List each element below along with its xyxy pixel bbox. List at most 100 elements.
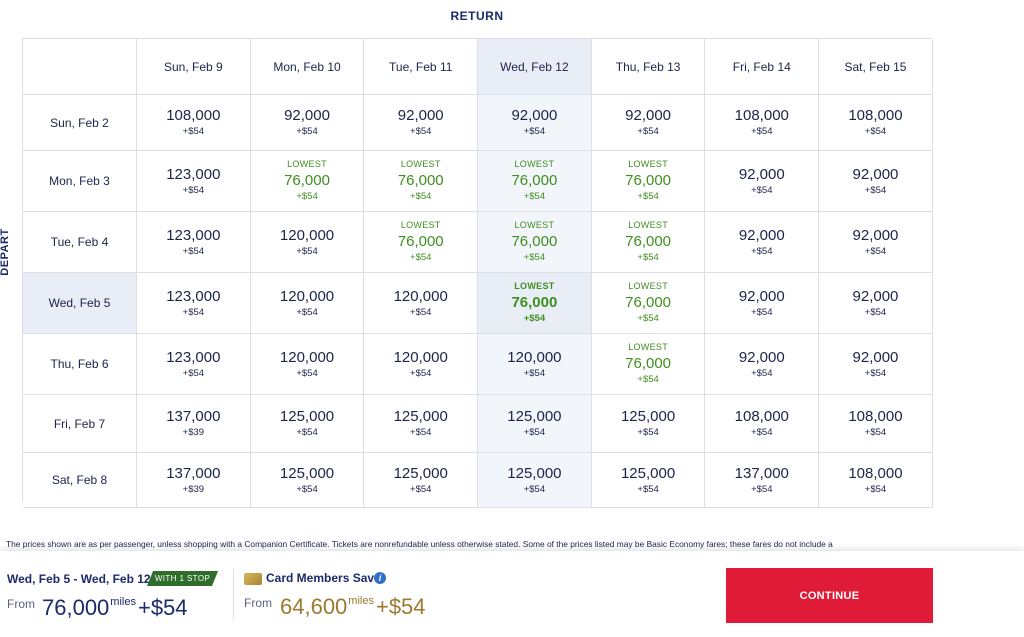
fare-fee: +$54 xyxy=(523,313,546,324)
fare-cell[interactable]: 92,000 +$54 xyxy=(819,273,933,334)
fare-fee: +$54 xyxy=(523,126,546,137)
fare-miles: 123,000 xyxy=(166,165,221,183)
fare-cell[interactable]: LOWEST 76,000 +$54 xyxy=(364,151,479,212)
fare-fee: +$54 xyxy=(523,367,546,379)
fare-miles: 120,000 xyxy=(393,348,448,366)
fare-cell[interactable]: 123,000 +$54 xyxy=(137,334,251,395)
fare-fee: +$54 xyxy=(637,483,659,495)
fare-fee: +$54 xyxy=(410,367,432,379)
lowest-fare-tag: LOWEST xyxy=(514,159,555,169)
fare-cell[interactable]: 137,000 +$54 xyxy=(705,453,820,508)
fare-fee: +$54 xyxy=(410,252,432,263)
fare-cell[interactable]: LOWEST 76,000 +$54 xyxy=(250,151,365,212)
fare-cell[interactable]: 120,000 +$54 xyxy=(250,273,365,334)
fare-cell[interactable]: 92,000 +$54 xyxy=(705,212,820,273)
depart-date-header: Thu, Feb 6 xyxy=(23,334,137,395)
miles-unit: miles xyxy=(110,596,136,608)
fare-fee: +$54 xyxy=(751,306,773,318)
fare-cell[interactable]: 92,000 +$54 xyxy=(250,95,365,151)
fare-cell[interactable]: 125,000 +$54 xyxy=(250,453,365,508)
fare-cell[interactable]: 120,000 +$54 xyxy=(364,334,479,395)
fare-miles: 125,000 xyxy=(393,408,448,425)
lowest-fare-tag: LOWEST xyxy=(514,220,555,230)
fare-cell[interactable]: 123,000 +$54 xyxy=(137,273,251,334)
fare-cell[interactable]: 120,000 +$54 xyxy=(364,273,479,334)
fare-cell[interactable]: 92,000 +$54 xyxy=(478,95,592,151)
fare-cell[interactable]: 92,000 +$54 xyxy=(819,212,933,273)
fare-cell[interactable]: 120,000 +$54 xyxy=(250,212,365,273)
fare-cell[interactable]: 120,000 +$54 xyxy=(478,334,592,395)
fare-miles: 137,000 xyxy=(166,408,221,425)
fare-cell[interactable]: 92,000 +$54 xyxy=(591,95,706,151)
fare-cell[interactable]: LOWEST 76,000 +$54 xyxy=(364,212,479,273)
fare-cell[interactable]: 92,000 +$54 xyxy=(364,95,479,151)
selected-fare-fee: +$54 xyxy=(137,595,188,620)
booking-summary-bar: Wed, Feb 5 - Wed, Feb 12 WITH 1 STOP Fro… xyxy=(0,551,1024,637)
fare-cell[interactable]: 120,000 +$54 xyxy=(250,334,365,395)
fare-cell[interactable]: 137,000 +$39 xyxy=(137,453,251,508)
fare-cell[interactable]: 108,000 +$54 xyxy=(137,95,251,151)
grid-corner xyxy=(23,39,137,95)
fare-cell[interactable]: 92,000 +$54 xyxy=(819,334,933,395)
depart-date-header: Wed, Feb 5 xyxy=(23,273,137,334)
fare-cell[interactable]: 123,000 +$54 xyxy=(137,151,251,212)
fare-cell[interactable]: 108,000 +$54 xyxy=(819,95,933,151)
fare-miles: 123,000 xyxy=(166,348,221,366)
fare-miles: 92,000 xyxy=(625,107,672,124)
fare-miles: 123,000 xyxy=(166,226,221,244)
fare-miles: 92,000 xyxy=(284,107,330,124)
fare-fee: +$54 xyxy=(637,126,659,137)
fare-miles: 92,000 xyxy=(852,287,899,305)
fare-cell[interactable]: 125,000 +$54 xyxy=(591,453,706,508)
selected-fare-miles: 76,000 xyxy=(42,595,110,620)
fare-miles: 92,000 xyxy=(738,287,785,305)
fare-cell[interactable]: 125,000 +$54 xyxy=(591,395,706,453)
fare-cell[interactable]: 92,000 +$54 xyxy=(705,273,820,334)
fare-miles: 76,000 xyxy=(397,172,444,189)
card-members-save-title: Card Members Save xyxy=(266,571,381,585)
fare-cell[interactable]: 92,000 +$54 xyxy=(705,334,820,395)
return-date-header: Thu, Feb 13 xyxy=(591,39,706,95)
return-date-header: Mon, Feb 10 xyxy=(250,39,365,95)
fare-miles: 108,000 xyxy=(734,408,789,425)
fare-cell[interactable]: 125,000 +$54 xyxy=(364,453,479,508)
fare-fee: +$54 xyxy=(751,483,773,495)
fare-cell[interactable]: 108,000 +$54 xyxy=(819,395,933,453)
fare-fee: +$39 xyxy=(182,427,205,438)
fare-miles: 123,000 xyxy=(166,287,221,305)
fare-cell[interactable]: 108,000 +$54 xyxy=(819,453,933,508)
fare-cell[interactable]: 123,000 +$54 xyxy=(137,212,251,273)
return-axis-label: RETURN xyxy=(450,9,504,23)
fare-cell[interactable]: 125,000 +$54 xyxy=(250,395,365,453)
return-date-header: Fri, Feb 14 xyxy=(705,39,820,95)
fare-cell[interactable]: LOWEST 76,000 +$54 xyxy=(591,273,706,334)
price-disclaimer: The prices shown are as per passenger, u… xyxy=(6,539,833,549)
fare-cell[interactable]: LOWEST 76,000 +$54 xyxy=(478,273,592,334)
fare-cell[interactable]: 108,000 +$54 xyxy=(705,95,820,151)
fare-cell[interactable]: 92,000 +$54 xyxy=(819,151,933,212)
depart-date-header: Sun, Feb 2 xyxy=(23,95,137,151)
fare-cell[interactable]: LOWEST 76,000 +$54 xyxy=(591,151,706,212)
info-icon[interactable]: i xyxy=(374,572,386,584)
fare-fee: +$54 xyxy=(864,306,887,318)
fare-miles: 137,000 xyxy=(734,464,789,482)
fare-fee: +$54 xyxy=(864,126,887,137)
lowest-fare-tag: LOWEST xyxy=(628,342,668,352)
lowest-fare-tag: LOWEST xyxy=(628,159,668,169)
fare-cell[interactable]: 125,000 +$54 xyxy=(478,453,592,508)
fare-cell[interactable]: 137,000 +$39 xyxy=(137,395,251,453)
continue-button[interactable]: CONTINUE xyxy=(726,568,933,623)
fare-cell[interactable]: LOWEST 76,000 +$54 xyxy=(591,334,706,395)
fare-cell[interactable]: LOWEST 76,000 +$54 xyxy=(478,212,592,273)
fare-cell[interactable]: LOWEST 76,000 +$54 xyxy=(478,151,592,212)
fare-cell[interactable]: 92,000 +$54 xyxy=(705,151,820,212)
fare-cell[interactable]: LOWEST 76,000 +$54 xyxy=(591,212,706,273)
return-date-header: Sun, Feb 9 xyxy=(137,39,251,95)
fare-cell[interactable]: 125,000 +$54 xyxy=(478,395,592,453)
fare-miles: 125,000 xyxy=(393,464,448,482)
fare-cell[interactable]: 125,000 +$54 xyxy=(364,395,479,453)
fare-fee: +$54 xyxy=(523,427,546,438)
fare-fee: +$54 xyxy=(296,191,318,202)
fare-cell[interactable]: 108,000 +$54 xyxy=(705,395,820,453)
fare-fee: +$54 xyxy=(864,184,887,196)
